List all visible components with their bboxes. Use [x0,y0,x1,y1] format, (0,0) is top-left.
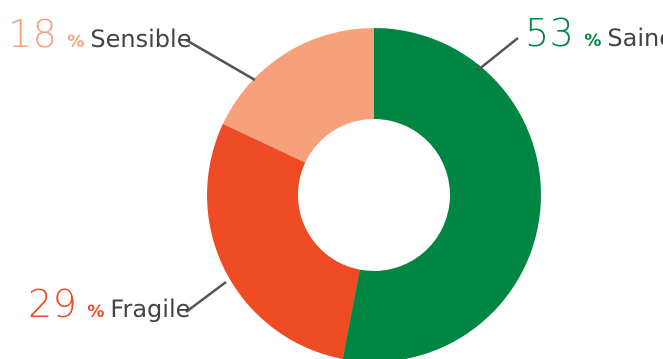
slice-label-fragile: 29 % Fragile [28,282,190,326]
slice-label-saine: 53 % Saine [525,11,663,55]
slice-value-fragile: 29 [28,282,78,326]
slice-unit-saine: % [584,31,602,51]
slice-name-saine: Saine [607,24,663,52]
leader-line-fragile [185,281,227,313]
slice-name-fragile: Fragile [110,295,191,323]
slice-unit-sensible: % [67,32,85,52]
slice-saine [342,28,541,359]
slice-unit-fragile: % [87,302,105,322]
slice-name-sensible: Sensible [90,25,192,53]
slice-value-saine: 53 [525,11,575,55]
slice-sensible [222,28,374,163]
leader-line-saine [477,37,519,71]
slice-fragile [207,123,360,359]
slice-label-sensible: 18 % Sensible [8,12,191,56]
slice-value-sensible: 18 [8,12,58,56]
leader-line-sensible [185,38,256,82]
